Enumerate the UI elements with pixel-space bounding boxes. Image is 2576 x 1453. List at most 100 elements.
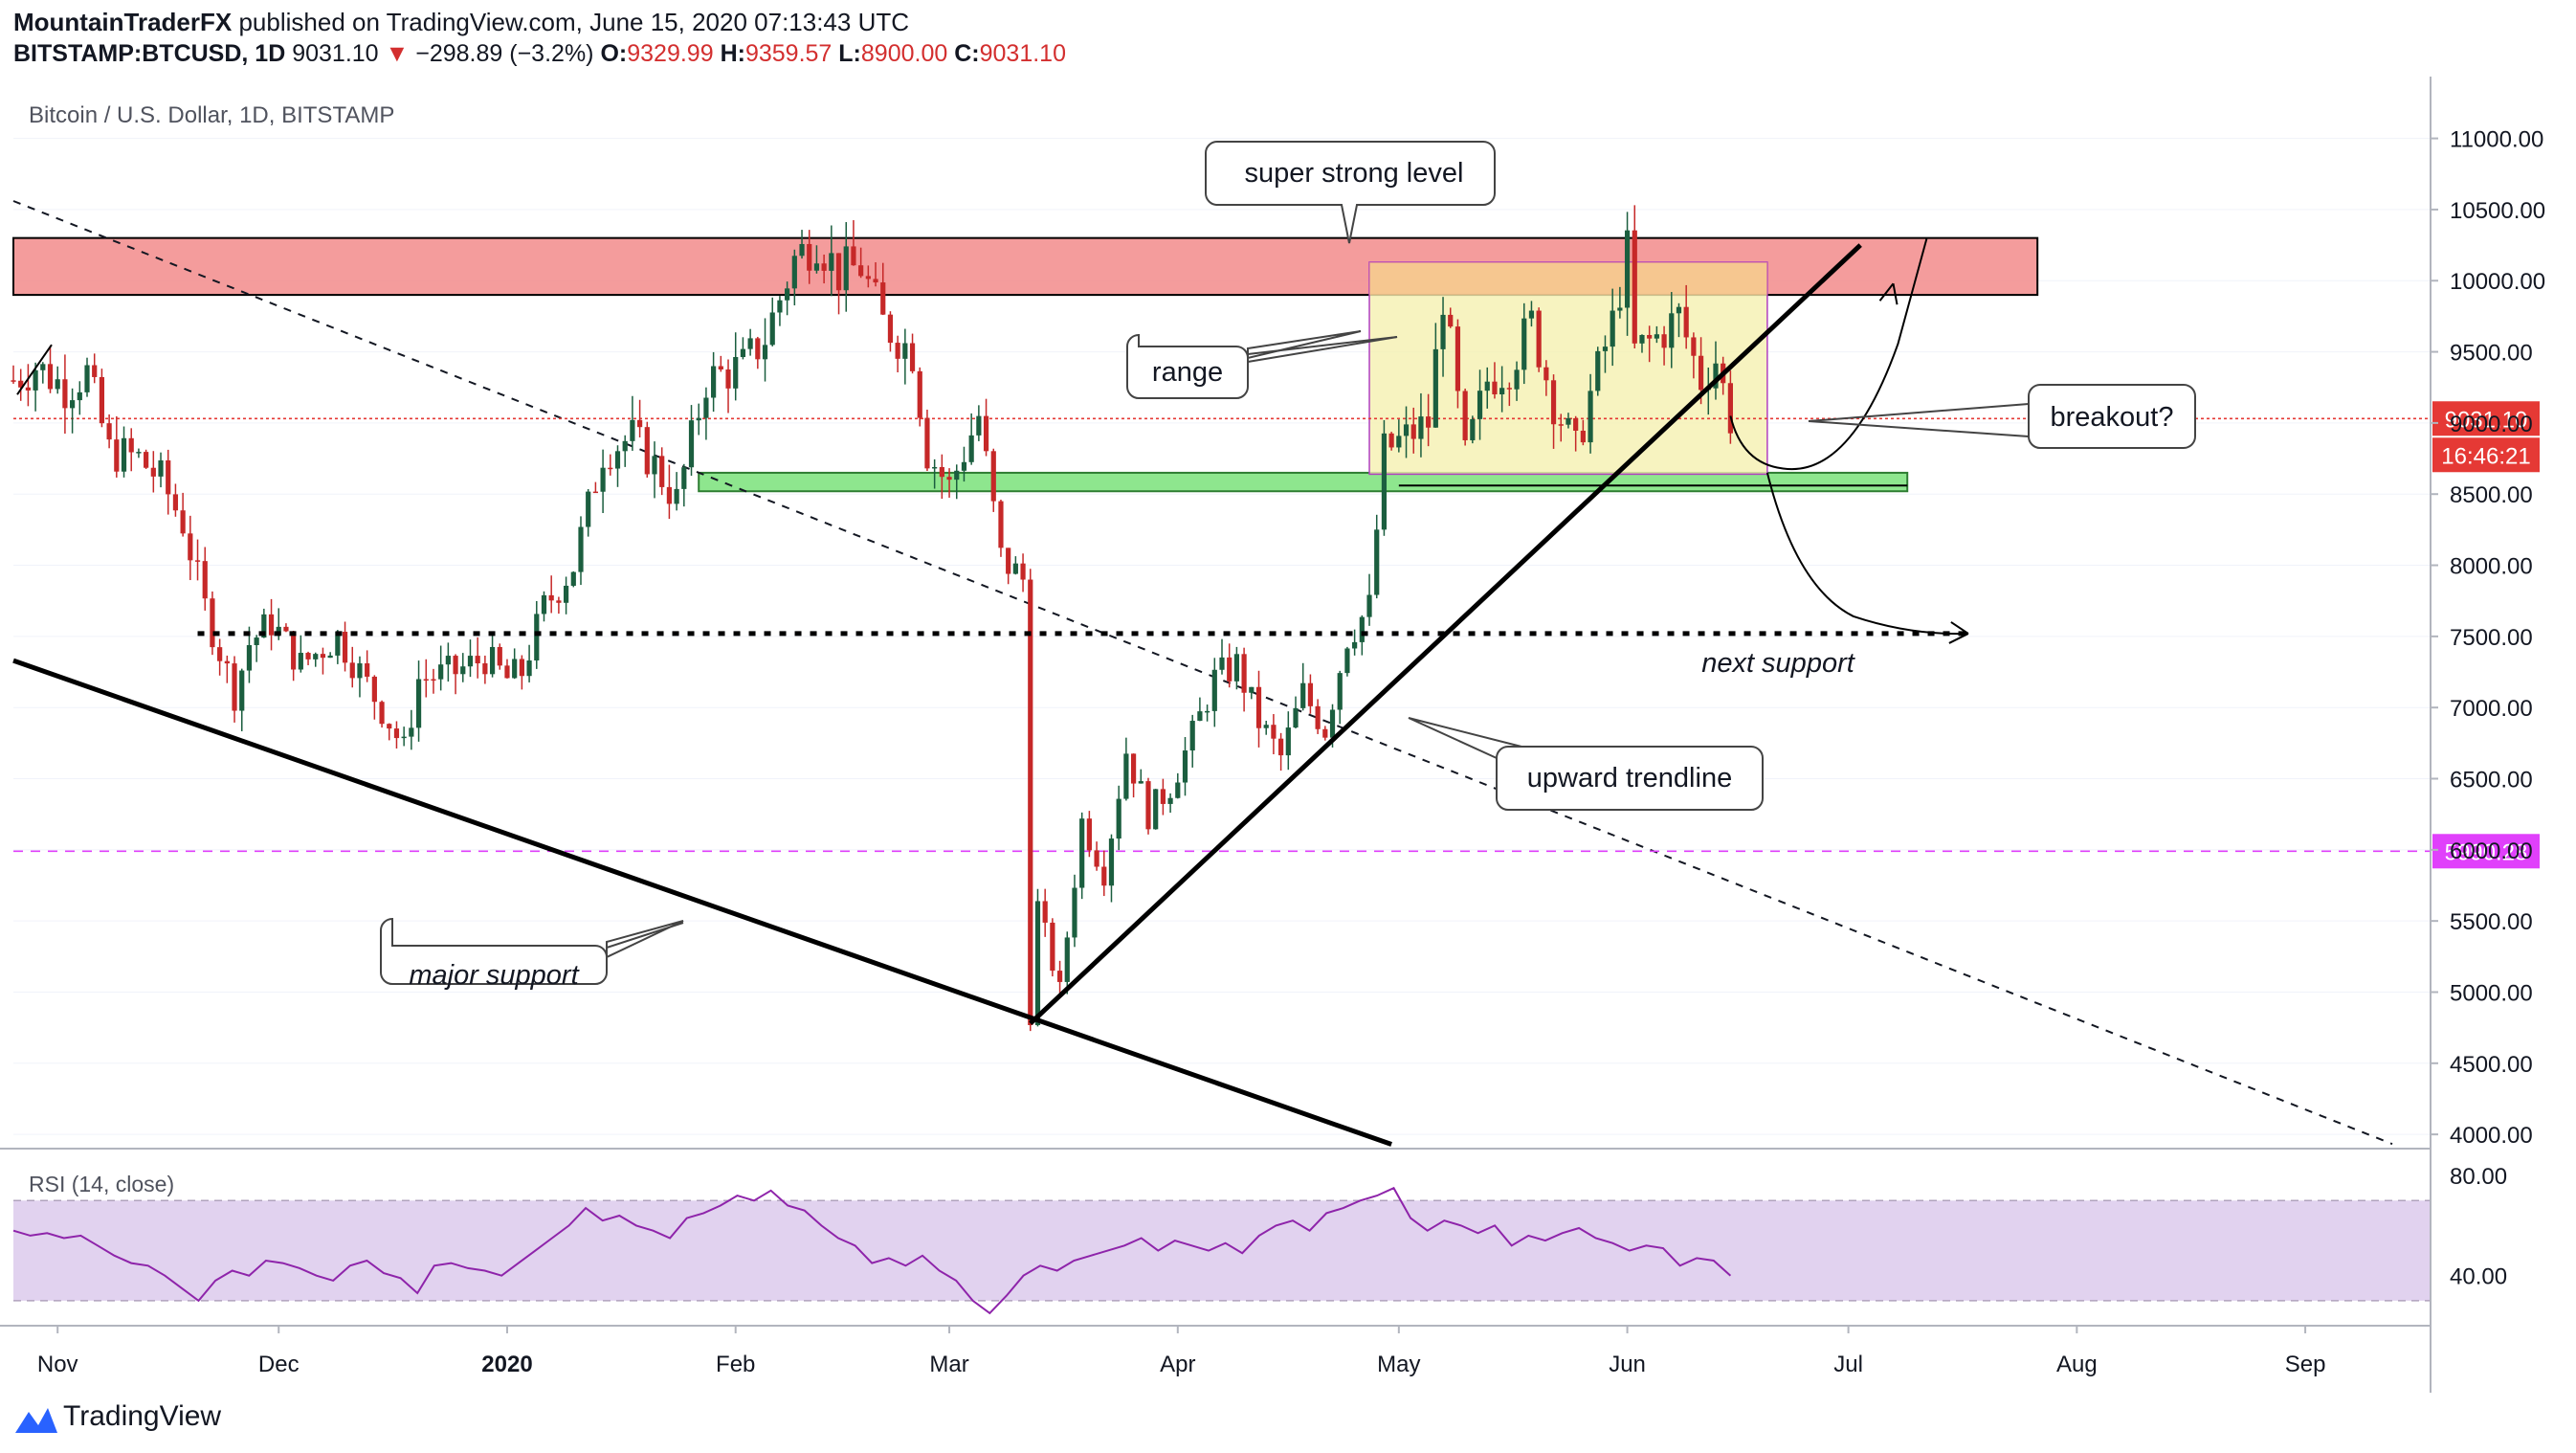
candle-body bbox=[1470, 418, 1476, 440]
candle-body bbox=[11, 380, 16, 382]
candle-body bbox=[556, 600, 562, 603]
hline-label-bg-1 bbox=[2432, 834, 2540, 869]
support-zone bbox=[698, 471, 1909, 493]
candle-body bbox=[18, 380, 24, 388]
callout-upward-trendline[interactable]: upward trendline bbox=[1408, 717, 1764, 811]
open-label: O: bbox=[600, 40, 628, 67]
candle-body bbox=[365, 663, 370, 677]
candle-body bbox=[1580, 430, 1586, 443]
candle-body bbox=[1160, 789, 1166, 804]
countdown-label: 16:46:21 bbox=[2441, 443, 2530, 469]
candle-body bbox=[924, 417, 930, 469]
candle-body bbox=[1566, 417, 1571, 425]
y-tick-label: 10000.00 bbox=[2450, 269, 2545, 295]
callout-major-support[interactable]: major support bbox=[380, 917, 684, 991]
candle-body bbox=[1300, 682, 1306, 708]
candle-body bbox=[1661, 334, 1667, 348]
candle-body bbox=[1602, 346, 1609, 351]
candle-body bbox=[320, 654, 326, 659]
candle-body bbox=[291, 631, 297, 670]
candle-body bbox=[902, 343, 908, 359]
zones bbox=[12, 236, 2039, 493]
candle-body bbox=[813, 263, 820, 271]
callout-breakout[interactable]: breakout? bbox=[1808, 384, 2196, 449]
close-label: C: bbox=[954, 40, 980, 67]
candle-body bbox=[526, 660, 532, 677]
x-tick-label: 2020 bbox=[481, 1352, 532, 1377]
chart-header: MountainTraderFX published on TradingVie… bbox=[0, 0, 2576, 77]
candle-body bbox=[755, 338, 761, 360]
hline-label-0: 9031.10 bbox=[2445, 407, 2528, 433]
candle-body bbox=[895, 343, 900, 359]
candle-body bbox=[578, 526, 584, 572]
candle-body bbox=[968, 435, 974, 462]
candle-body bbox=[166, 459, 171, 495]
candle-body bbox=[445, 656, 451, 665]
callout-super-strong-text: super strong level bbox=[1245, 158, 1464, 189]
candle-body bbox=[1101, 866, 1107, 886]
candle-body bbox=[1123, 753, 1129, 799]
candle-body bbox=[1020, 563, 1026, 580]
candle-body bbox=[1167, 797, 1173, 804]
candle-body bbox=[1006, 548, 1011, 574]
drawings bbox=[12, 238, 1974, 1147]
y-tick-label: 7500.00 bbox=[2450, 625, 2533, 651]
candle-body bbox=[887, 314, 894, 344]
candle-body bbox=[1034, 901, 1041, 1025]
candle-body bbox=[305, 653, 311, 659]
candle-body bbox=[843, 246, 849, 291]
candle-body bbox=[114, 439, 120, 472]
y-tick-label: 5500.00 bbox=[2450, 909, 2533, 935]
candle-body bbox=[835, 253, 842, 291]
breakout-up-arrowhead bbox=[1878, 282, 1899, 305]
horizontal-lines: 9031.10 16:46:21 5990.28 bbox=[13, 401, 2540, 869]
tradingview-brand[interactable]: TradingView bbox=[63, 1400, 222, 1432]
symbol-label[interactable]: BITSTAMP:BTCUSD, 1D bbox=[13, 40, 286, 67]
y-tick-label: 10500.00 bbox=[2450, 198, 2545, 224]
candle-body bbox=[1676, 306, 1682, 314]
candle-body bbox=[1050, 922, 1055, 972]
candle-body bbox=[1455, 326, 1461, 391]
candle-body bbox=[1374, 529, 1380, 595]
candle-body bbox=[1064, 937, 1070, 982]
candle-body bbox=[217, 647, 223, 661]
candle-body bbox=[254, 637, 259, 645]
candle-body bbox=[637, 419, 643, 428]
candle-body bbox=[1138, 781, 1144, 784]
candle-body bbox=[600, 467, 606, 492]
candle-body bbox=[1647, 334, 1653, 339]
small-line bbox=[16, 344, 53, 395]
candle-body bbox=[335, 632, 341, 656]
candle-body bbox=[475, 656, 480, 664]
callout-major-support-text: major support bbox=[409, 960, 580, 991]
candle-body bbox=[239, 670, 245, 711]
candle-body bbox=[821, 263, 827, 271]
candle-body bbox=[70, 400, 76, 409]
y-tick-label: 6000.00 bbox=[2450, 838, 2533, 864]
hline-label-bg-0 bbox=[2432, 401, 2540, 436]
candle-body bbox=[47, 364, 54, 390]
callout-super-strong[interactable]: super strong level bbox=[1205, 141, 1496, 244]
callout-range[interactable]: range bbox=[1126, 330, 1398, 399]
candle-body bbox=[1381, 433, 1388, 530]
candle-body bbox=[371, 676, 377, 703]
candle-body bbox=[1108, 838, 1115, 886]
candle-body bbox=[1322, 728, 1328, 738]
candle-body bbox=[1418, 416, 1424, 439]
candle-body bbox=[1462, 391, 1468, 440]
author-name[interactable]: MountainTraderFX bbox=[13, 8, 233, 36]
x-tick-label: Aug bbox=[2056, 1352, 2098, 1377]
y-tick-label: 8500.00 bbox=[2450, 482, 2533, 508]
candle-body bbox=[1344, 648, 1350, 674]
last-price: 9031.10 bbox=[292, 40, 379, 67]
candle-body bbox=[1233, 654, 1240, 682]
candle-body bbox=[342, 632, 348, 663]
candle-body bbox=[393, 728, 400, 739]
candle-body bbox=[1211, 669, 1217, 711]
x-tick-label: Jun bbox=[1609, 1352, 1646, 1377]
tradingview-logo-icon[interactable] bbox=[13, 1404, 59, 1437]
candle-body bbox=[92, 365, 98, 377]
candle-body bbox=[1086, 818, 1092, 851]
candle-body bbox=[652, 456, 657, 475]
